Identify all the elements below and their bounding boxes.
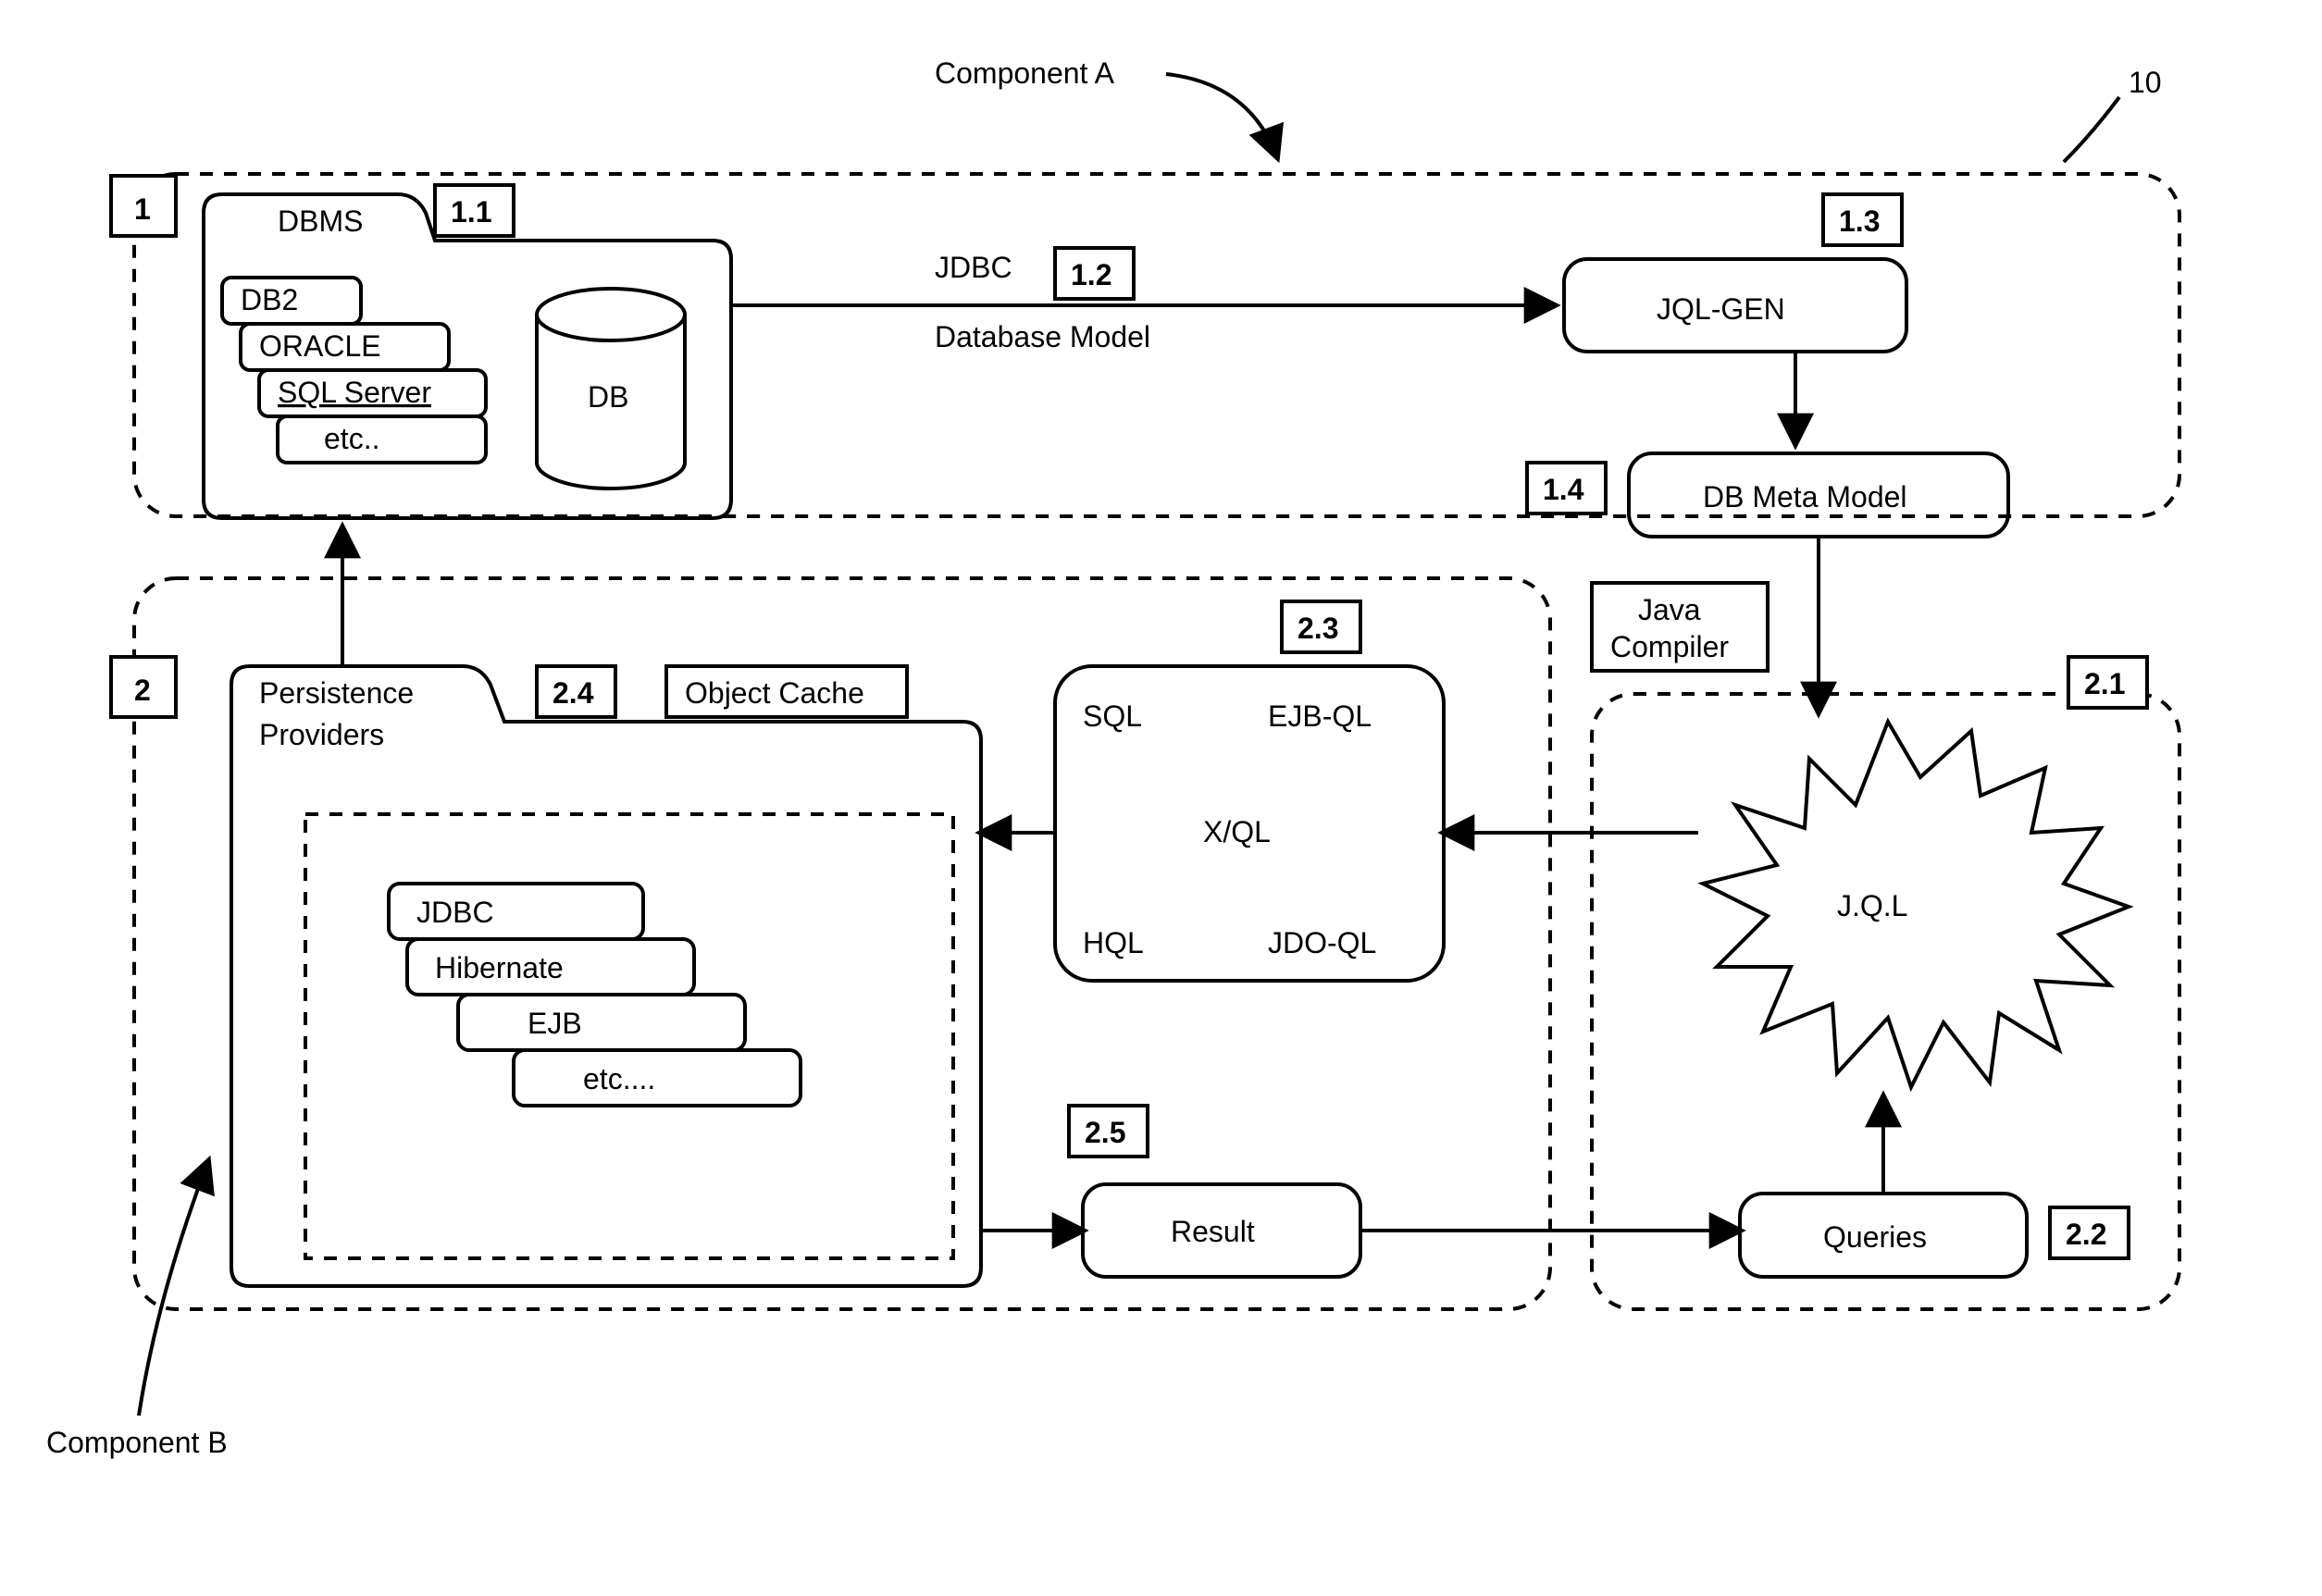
svg-text:2.2: 2.2 xyxy=(2066,1218,2106,1251)
svg-text:2.5: 2.5 xyxy=(1085,1116,1125,1149)
svg-text:2.3: 2.3 xyxy=(1298,612,1338,645)
dbms-item-etc: etc.. xyxy=(324,422,379,455)
svg-text:1.4: 1.4 xyxy=(1543,473,1584,506)
component-a-text: Component A xyxy=(935,56,1115,90)
svg-text:2.1: 2.1 xyxy=(2084,667,2125,700)
persistence-item-ejb: EJB xyxy=(528,1007,582,1040)
java-compiler-label: Java Compiler xyxy=(1592,583,1768,671)
result-label: Result xyxy=(1171,1215,1255,1248)
result-box: Result xyxy=(1083,1184,1360,1277)
persistence-item-jdbc: JDBC xyxy=(416,896,494,929)
xql-corner-hql: HQL xyxy=(1083,926,1144,959)
db-cylinder-icon: DB xyxy=(537,289,685,489)
tag-1-4: 1.4 xyxy=(1527,463,1606,513)
dbms-item-sqlserver: SQL Server xyxy=(278,376,431,409)
metamodel-label: DB Meta Model xyxy=(1703,480,1907,513)
dbms-item-oracle: ORACLE xyxy=(259,329,381,363)
tag-region-1: 1 xyxy=(111,176,176,236)
figure-ref-label: 10 xyxy=(2129,66,2162,99)
metamodel-box: DB Meta Model xyxy=(1629,453,2008,537)
dbms-title: DBMS xyxy=(278,204,363,238)
xql-corner-sql: SQL xyxy=(1083,699,1142,733)
tag-1-3: 1.3 xyxy=(1823,194,1902,245)
jdbc-label-line2: Database Model xyxy=(935,320,1150,353)
persistence-folder: Persistence Providers Object Cache JDBC … xyxy=(231,666,981,1286)
jql-star-label: J.Q.L xyxy=(1837,889,1907,922)
svg-text:1.3: 1.3 xyxy=(1839,204,1880,238)
component-b-text: Component B xyxy=(46,1426,228,1459)
xql-center: X/QL xyxy=(1203,815,1271,848)
persistence-item-etc: etc.... xyxy=(583,1062,655,1095)
java-compiler-line1: Java xyxy=(1638,593,1701,626)
tag-2-3: 2.3 xyxy=(1282,601,1360,652)
jdbc-label-line1: JDBC xyxy=(935,251,1012,284)
db-cylinder-label: DB xyxy=(588,380,628,414)
persistence-inner-dashed xyxy=(305,814,953,1258)
xql-box: SQL EJB-QL X/QL HQL JDO-QL xyxy=(1055,666,1444,981)
queries-label: Queries xyxy=(1823,1220,1927,1254)
queries-box: Queries xyxy=(1740,1194,2027,1277)
dbms-folder: DBMS DB2 ORACLE SQL Server etc.. DB xyxy=(204,194,731,518)
dbms-items: DB2 ORACLE SQL Server etc.. xyxy=(222,278,486,463)
persistence-title2: Providers xyxy=(259,718,384,751)
xql-corner-jdoql: JDO-QL xyxy=(1268,926,1376,959)
tag-1-2: 1.2 xyxy=(1055,248,1134,299)
svg-text:1: 1 xyxy=(134,192,151,226)
tag-1-1: 1.1 xyxy=(435,185,514,236)
figure-ref: 10 xyxy=(2064,66,2162,162)
svg-text:2.4: 2.4 xyxy=(553,676,594,710)
architecture-diagram: 10 Component A DBMS DB2 ORACLE SQL Serve… xyxy=(0,0,2322,1596)
tag-2-5: 2.5 xyxy=(1069,1106,1148,1157)
tag-2-2: 2.2 xyxy=(2050,1207,2129,1258)
svg-text:2: 2 xyxy=(134,674,151,707)
svg-text:1.2: 1.2 xyxy=(1071,258,1111,291)
jqlgen-box: JQL-GEN xyxy=(1564,259,1906,352)
object-cache-label: Object Cache xyxy=(685,676,864,710)
tag-2-1: 2.1 xyxy=(2068,657,2147,708)
persistence-title1: Persistence xyxy=(259,676,414,710)
tag-2-4: 2.4 xyxy=(537,666,615,717)
svg-text:1.1: 1.1 xyxy=(451,195,491,229)
tag-region-2: 2 xyxy=(111,657,176,717)
xql-corner-ejbql: EJB-QL xyxy=(1268,699,1372,733)
jql-starburst: J.Q.L xyxy=(1703,722,2129,1087)
dbms-item-db2: DB2 xyxy=(241,283,298,316)
component-a-label-group: Component A xyxy=(935,56,1277,157)
jqlgen-label: JQL-GEN xyxy=(1657,292,1785,326)
java-compiler-line2: Compiler xyxy=(1610,630,1729,663)
persistence-item-hibernate: Hibernate xyxy=(435,951,564,984)
